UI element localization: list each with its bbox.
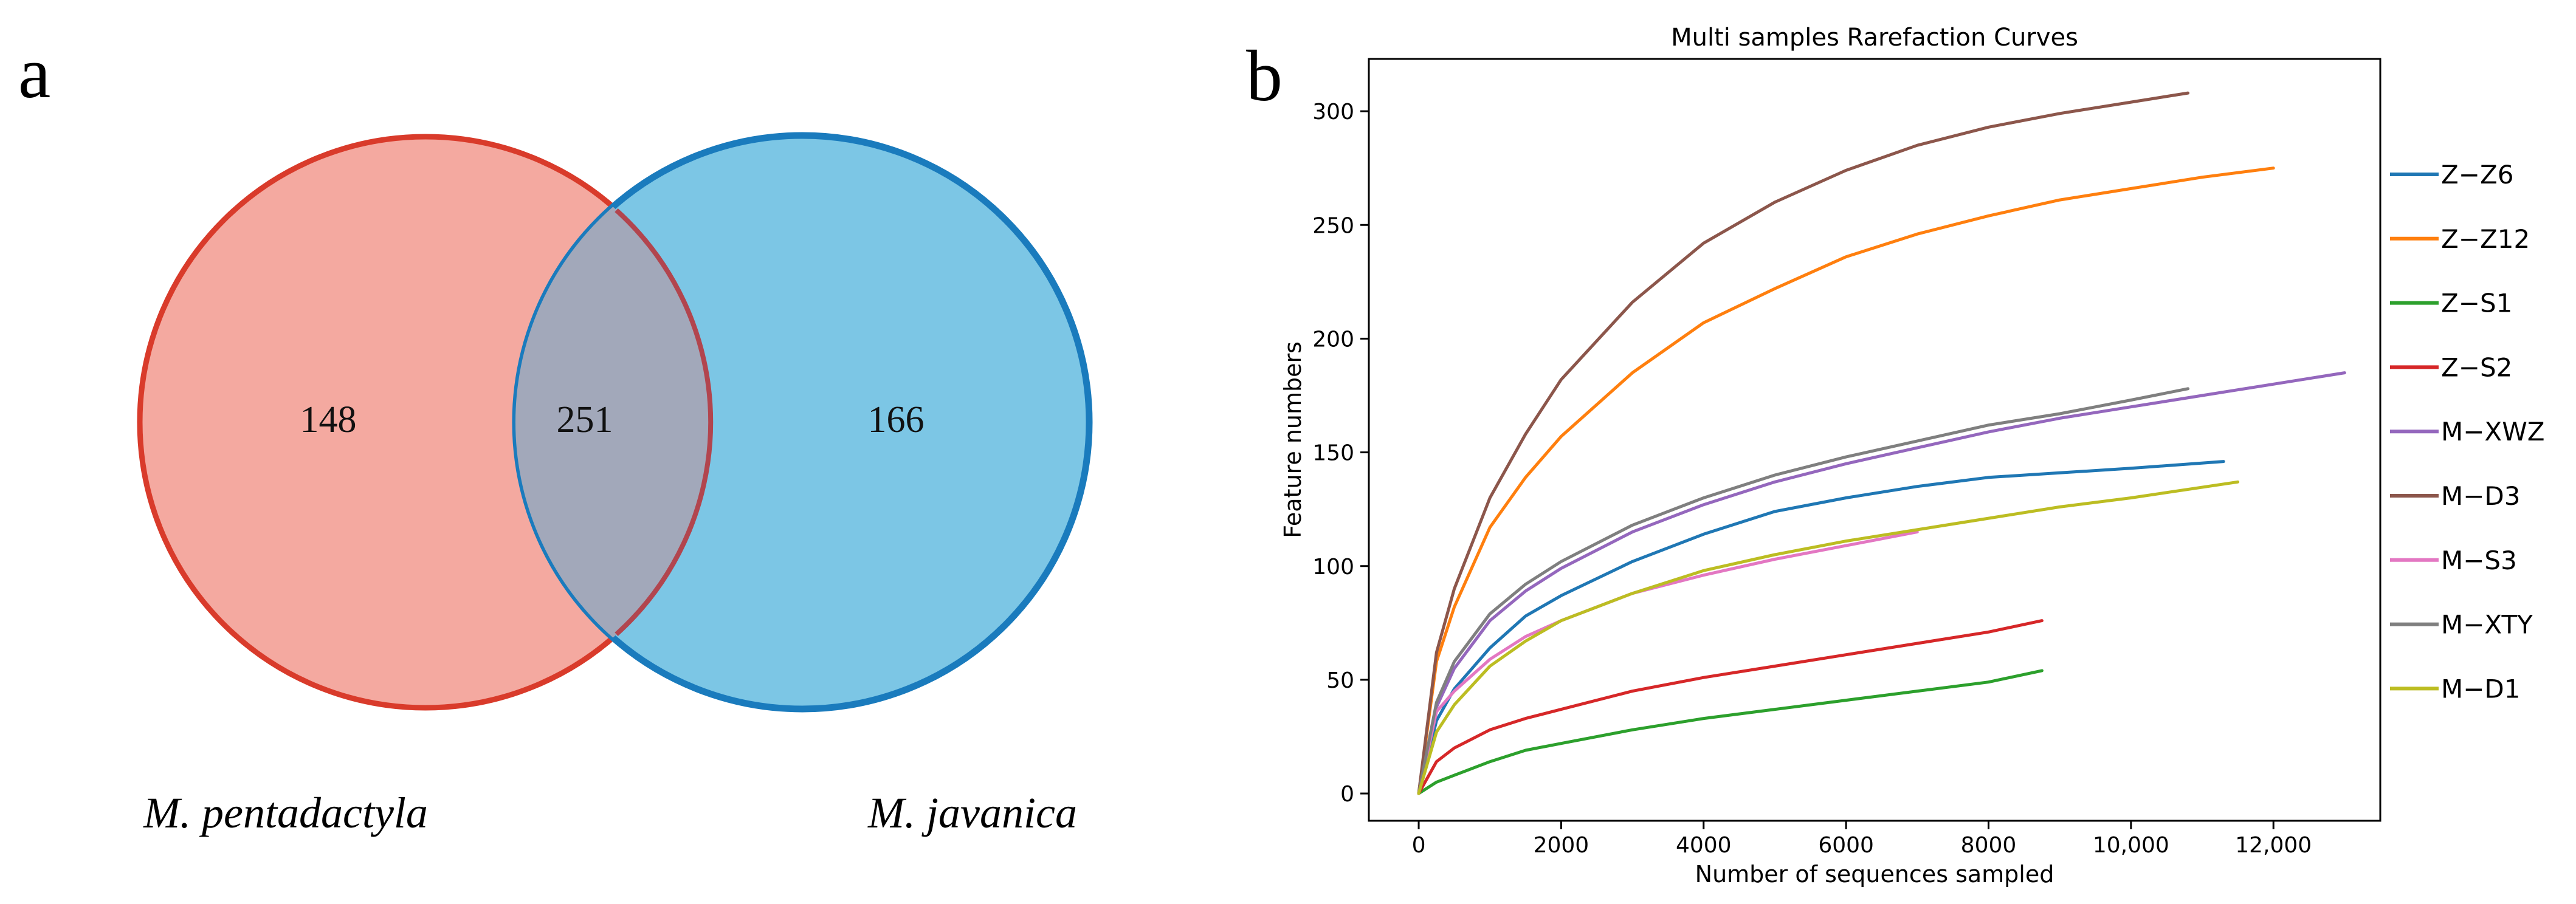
species-label-javanica: M. javanica [867, 789, 1077, 837]
x-tick-label-2: 4000 [1676, 833, 1732, 858]
chart-title: Multi samples Rarefaction Curves [1671, 24, 2078, 52]
venn-overlap-region [515, 137, 711, 708]
species-label-pentadactyla: M. pentadactyla [143, 789, 428, 837]
legend-label-0: Z−Z6 [2441, 160, 2513, 190]
series-line-5 [1417, 91, 2190, 795]
x-tick-label-3: 6000 [1818, 833, 1874, 858]
venn-panel-label: a [18, 32, 50, 113]
venn-shared-count: 251 [557, 399, 613, 440]
legend-label-6: M−S3 [2441, 546, 2517, 575]
series-line-4 [1417, 371, 2346, 795]
venn-unique-count-pentadactyla: 148 [300, 399, 357, 440]
legend-label-8: M−D1 [2441, 674, 2521, 704]
venn-unique-count-javanica: 166 [868, 399, 925, 440]
chart-panel-label: b [1246, 35, 1283, 116]
series-line-8 [1417, 480, 2240, 795]
series-line-3 [1417, 619, 2044, 795]
x-tick-label-4: 8000 [1961, 833, 2017, 858]
plot-content [1417, 91, 2346, 795]
y-axis: 0 50 100 150 200 250 300 [1312, 100, 1369, 807]
y-tick-label-0: 0 [1340, 782, 1354, 807]
x-axis-label: Number of sequences sampled [1695, 861, 2054, 888]
legend-label-3: Z−S2 [2441, 352, 2512, 382]
venn-diagram: a 148 251 166 M. pentadactyla M. javanic… [18, 32, 1093, 837]
series-line-0 [1417, 460, 2225, 795]
venn-overlap-left-arc [615, 208, 714, 636]
y-axis-label: Feature numbers [1279, 341, 1306, 538]
series-line-7 [1417, 387, 2190, 795]
legend-label-4: M−XWZ [2441, 417, 2545, 447]
y-tick-label-5: 250 [1312, 213, 1354, 238]
x-tick-label-5: 10,000 [2093, 833, 2169, 858]
chart-legend: Z−Z6 Z−Z12 Z−S1 Z−S2 M−XWZ M−D3 M−S3 M−XTY M−D1 [2390, 160, 2545, 704]
plot-frame [1368, 58, 2381, 822]
legend-label-2: Z−S1 [2441, 289, 2512, 318]
legend-label-1: Z−Z12 [2441, 224, 2530, 254]
y-tick-label-3: 150 [1312, 441, 1354, 466]
x-axis: 0 2000 4000 6000 8000 10,000 12,000 [1412, 821, 2312, 858]
y-tick-label-4: 200 [1312, 327, 1354, 352]
y-tick-label-1: 50 [1326, 668, 1354, 693]
series-line-1 [1417, 166, 2275, 795]
y-tick-label-2: 100 [1312, 555, 1354, 580]
series-line-2 [1417, 669, 2044, 795]
x-tick-label-6: 12,000 [2235, 833, 2312, 858]
y-tick-label-6: 300 [1312, 100, 1354, 125]
x-tick-label-1: 2000 [1534, 833, 1589, 858]
legend-label-7: M−XTY [2441, 610, 2533, 640]
legend-label-5: M−D3 [2441, 481, 2521, 511]
rarefaction-chart: b Multi samples Rarefaction Curves 0 2000… [1246, 24, 2545, 888]
x-tick-label-0: 0 [1412, 833, 1426, 858]
